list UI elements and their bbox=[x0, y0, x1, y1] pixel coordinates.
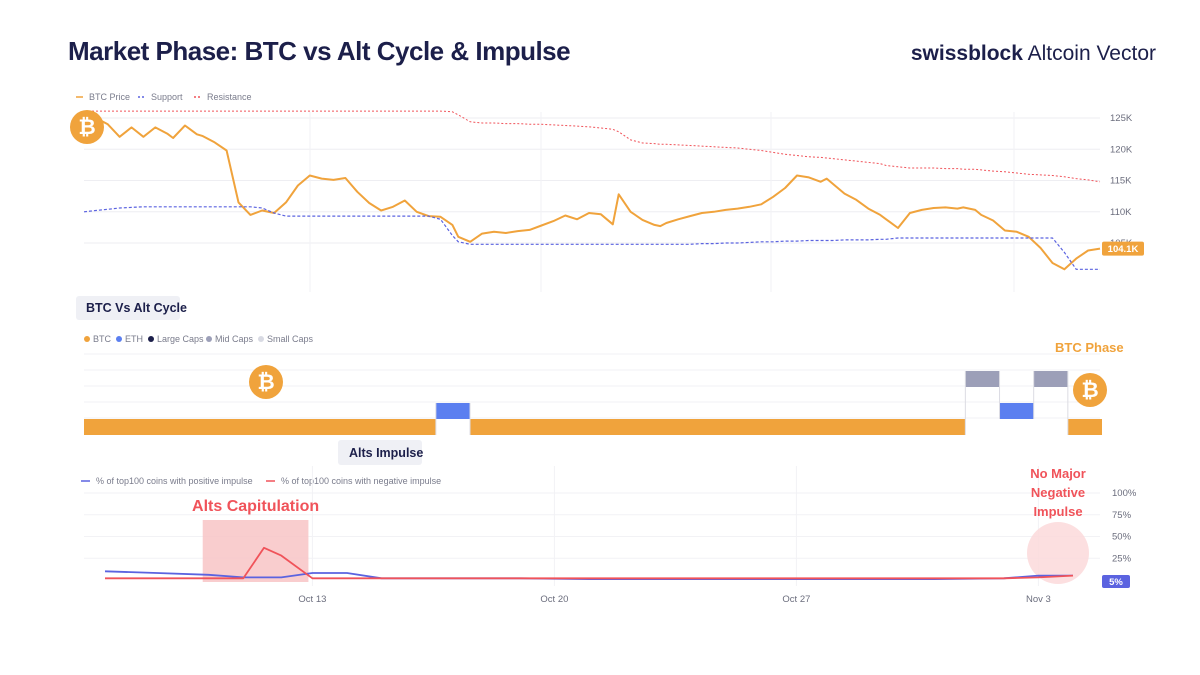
alts-capitulation-label: Alts Capitulation bbox=[192, 498, 319, 515]
bitcoin-icon-glyph: ₿ bbox=[1081, 378, 1098, 402]
bitcoin-icon-price: ₿ bbox=[70, 110, 104, 144]
cycle-legend-label-small-caps: Small Caps bbox=[267, 334, 314, 344]
cycle-segment-mid-caps bbox=[965, 371, 1000, 387]
price-y-tick: 125K bbox=[1110, 113, 1133, 124]
cycle-legend-dot-btc bbox=[84, 336, 90, 342]
impulse-last-value-badge bbox=[1102, 575, 1130, 588]
btc-last-value-badge bbox=[1102, 241, 1144, 256]
price-y-tick: 110K bbox=[1110, 207, 1132, 218]
cycle-legend-dot-small-caps bbox=[258, 336, 264, 342]
bitcoin-icon-glyph: ₿ bbox=[78, 115, 95, 139]
bitcoin-icon-circle bbox=[1073, 373, 1107, 407]
legend-label-support: Support bbox=[151, 92, 183, 102]
x-axis-tick: Oct 20 bbox=[540, 594, 568, 605]
no-major-label-line1: No Major bbox=[1030, 466, 1086, 481]
negative-impulse-line bbox=[105, 546, 1074, 580]
impulse-y-tick: 25% bbox=[1112, 553, 1132, 564]
cycle-segment-btc bbox=[1067, 419, 1102, 435]
btc-phase-label: BTC Phase bbox=[1055, 340, 1124, 355]
x-axis-tick: Nov 3 bbox=[1026, 594, 1051, 605]
no-major-label-line3: Impulse bbox=[1033, 504, 1082, 519]
legend-label-resistance: Resistance bbox=[207, 92, 252, 102]
legend-label-btc-price: BTC Price bbox=[89, 92, 130, 102]
capitulation-shaded-region bbox=[202, 520, 309, 582]
price-y-tick: 120K bbox=[1110, 144, 1133, 155]
cycle-legend-label-large-caps: Large Caps bbox=[157, 334, 204, 344]
bitcoin-icon-circle bbox=[249, 365, 283, 399]
page-title: Market Phase: BTC vs Alt Cycle & Impulse bbox=[68, 36, 571, 66]
cycle-legend-label-btc: BTC bbox=[93, 334, 112, 344]
impulse-legend-label-negative: % of top100 coins with negative impulse bbox=[281, 476, 441, 486]
impulse-y-tick: 50% bbox=[1112, 532, 1132, 543]
bitcoin-icon-cycle: ₿ bbox=[249, 365, 283, 399]
cycle-legend-dot-mid-caps bbox=[206, 336, 212, 342]
impulse-title: Alts Impulse bbox=[349, 446, 423, 460]
cycle-legend-dot-eth bbox=[116, 336, 122, 342]
support-line bbox=[83, 206, 1100, 270]
bitcoin-icon-glyph: ₿ bbox=[257, 370, 274, 394]
btc-last-value-label: 104.1K bbox=[1108, 244, 1139, 255]
bitcoin-icon-circle bbox=[70, 110, 104, 144]
impulse-title-box bbox=[338, 440, 422, 465]
cycle-segment-mid-caps bbox=[1033, 371, 1068, 387]
x-axis-tick: Oct 13 bbox=[298, 594, 326, 605]
no-major-impulse-highlight bbox=[1027, 522, 1089, 584]
price-y-tick: 115K bbox=[1110, 176, 1132, 187]
x-axis-tick: Oct 27 bbox=[782, 594, 810, 605]
resistance-line bbox=[84, 110, 1101, 183]
cycle-segment-btc bbox=[470, 419, 966, 435]
impulse-last-value-label: 5% bbox=[1109, 577, 1123, 588]
no-major-label-line2: Negative bbox=[1031, 485, 1085, 500]
cycle-segment-btc bbox=[84, 419, 436, 435]
cycle-title: BTC Vs Alt Cycle bbox=[86, 301, 187, 315]
brand-logo: swissblock Altcoin Vector bbox=[911, 42, 1156, 66]
brand-product: Altcoin Vector bbox=[1022, 42, 1156, 65]
cycle-segment-eth bbox=[435, 403, 471, 419]
impulse-y-tick: 100% bbox=[1112, 488, 1137, 499]
cycle-legend-label-mid-caps: Mid Caps bbox=[215, 334, 254, 344]
cycle-legend-dot-large-caps bbox=[148, 336, 154, 342]
impulse-legend-label-positive: % of top100 coins with positive impulse bbox=[96, 476, 253, 486]
cycle-segment-eth bbox=[999, 403, 1034, 419]
brand-name: swissblock bbox=[910, 42, 1023, 65]
cycle-legend-label-eth: ETH bbox=[125, 334, 143, 344]
impulse-y-tick: 75% bbox=[1112, 510, 1132, 521]
btc-price-line bbox=[83, 113, 1101, 271]
bitcoin-icon-phase: ₿ bbox=[1073, 373, 1107, 407]
cycle-title-box bbox=[76, 296, 180, 320]
